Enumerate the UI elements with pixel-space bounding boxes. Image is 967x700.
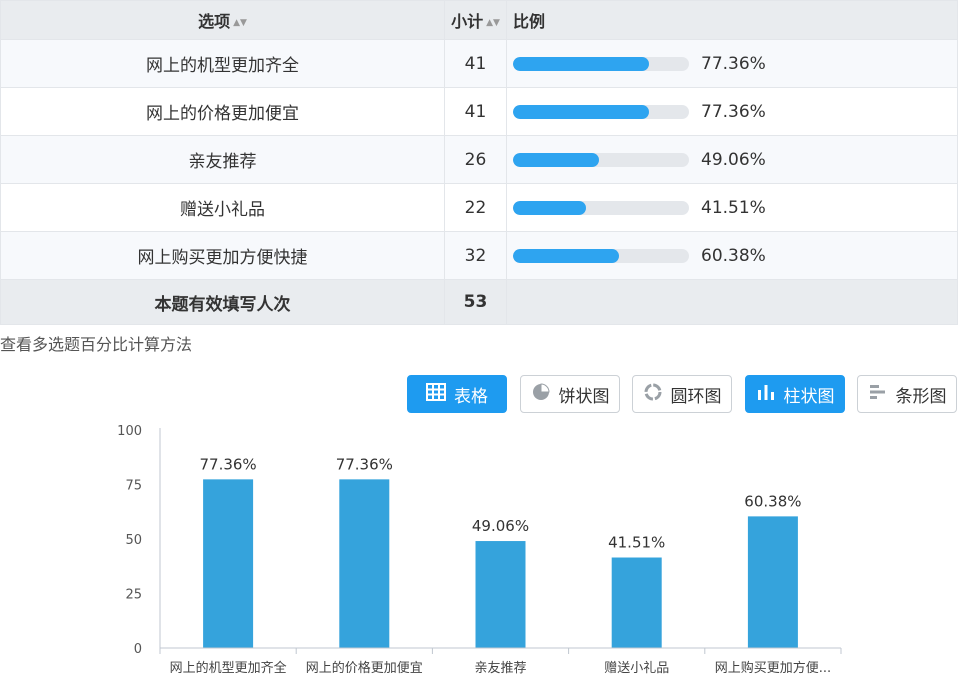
horizontal-bar-chart-button[interactable]: 条形图 <box>857 375 957 413</box>
table-row: 亲友推荐 26 49.06% <box>0 135 958 184</box>
bar-value-label: 49.06% <box>472 517 529 535</box>
horizontal-bar-chart-label: 条形图 <box>895 386 947 407</box>
percent-cell: 49.06% <box>506 135 958 184</box>
header-percent-label: 比例 <box>513 12 546 31</box>
bar-chart-icon <box>756 382 776 407</box>
bar-value-label: 41.51% <box>608 534 665 552</box>
donut-chart-icon <box>643 382 663 407</box>
count-cell: 26 <box>444 135 507 184</box>
progress-fill <box>513 248 620 263</box>
percent-cell: 60.38% <box>506 231 958 280</box>
table-icon <box>426 382 446 406</box>
percent-cell: 41.51% <box>506 183 958 232</box>
header-percent: 比例 <box>506 0 958 40</box>
total-row: 本题有效填写人次 53 <box>0 279 958 325</box>
bar[interactable] <box>339 479 390 648</box>
percent-text: 49.06% <box>701 149 766 170</box>
bars-group: 77.36% 77.36% 49.06% 41.51% 60.38% <box>199 455 802 648</box>
bar-chart-button[interactable]: 柱状图 <box>745 375 845 413</box>
x-tick-label: 赠送小礼品 <box>604 660 669 676</box>
x-tick-label: 网上的机型更加齐全 <box>170 660 287 676</box>
x-tick-label: 亲友推荐 <box>474 660 526 676</box>
header-option-label: 选项 <box>198 12 231 31</box>
horizontal-bar-chart-icon <box>868 382 888 407</box>
donut-chart-label: 圆环图 <box>670 386 722 407</box>
pie-chart-icon <box>531 382 551 407</box>
table-row: 网上的价格更加便宜 41 77.36% <box>0 87 958 136</box>
option-cell: 亲友推荐 <box>0 135 445 184</box>
x-axis: 网上的机型更加齐全 网上的价格更加便宜 亲友推荐 赠送小礼品 网上购买更加方便... <box>159 647 842 676</box>
table-view-button[interactable]: 表格 <box>407 375 507 413</box>
y-tick-label: 50 <box>125 533 142 548</box>
count-cell: 32 <box>444 231 507 280</box>
option-cell: 网上的机型更加齐全 <box>0 39 445 88</box>
percent-cell: 77.36% <box>506 39 958 88</box>
percent-cell: 77.36% <box>506 87 958 136</box>
total-empty-cell <box>506 279 958 325</box>
y-tick-label: 75 <box>125 479 142 494</box>
results-table-container: 选项 ▲▼ 小计 ▲▼ 比例 网上的机型更加齐全 41 77.36% 网上的价格更加… <box>0 0 958 325</box>
option-cell: 网上的价格更加便宜 <box>0 87 445 136</box>
header-option[interactable]: 选项 ▲▼ <box>0 0 445 40</box>
calc-method-link[interactable]: 查看多选题百分比计算方法 <box>0 335 193 354</box>
count-cell: 41 <box>444 87 507 136</box>
y-tick-label: 25 <box>125 588 142 603</box>
percent-text: 60.38% <box>701 245 766 266</box>
results-table: 选项 ▲▼ 小计 ▲▼ 比例 网上的机型更加齐全 41 77.36% 网上的价格更加… <box>0 0 958 325</box>
pie-chart-button[interactable]: 饼状图 <box>520 375 620 413</box>
bar-value-label: 77.36% <box>336 455 393 473</box>
percent-text: 77.36% <box>701 101 766 122</box>
bar[interactable] <box>475 541 526 648</box>
header-count[interactable]: 小计 ▲▼ <box>444 0 507 40</box>
table-row: 赠送小礼品 22 41.51% <box>0 183 958 232</box>
progress-fill <box>513 152 600 167</box>
bar-chart-label: 柱状图 <box>783 386 835 407</box>
bar[interactable] <box>611 557 662 648</box>
total-count: 53 <box>444 279 507 325</box>
progress-fill <box>513 104 650 119</box>
total-label: 本题有效填写人次 <box>0 279 445 325</box>
bar[interactable] <box>203 479 254 648</box>
y-tick-label: 0 <box>134 642 142 657</box>
percent-text: 77.36% <box>701 53 766 74</box>
bar-value-label: 77.36% <box>199 455 256 473</box>
y-axis: 0 25 50 75 100 <box>117 424 161 657</box>
bar-chart: 0 25 50 75 100 77.36% 77.36% 49.06% 41.51% 60.38… <box>117 424 842 676</box>
x-tick-label: 网上的价格更加便宜 <box>306 660 423 676</box>
option-cell: 赠送小礼品 <box>0 183 445 232</box>
progress-fill <box>513 200 587 215</box>
table-row: 网上的机型更加齐全 41 77.36% <box>0 39 958 88</box>
progress-track <box>513 56 689 71</box>
progress-track <box>513 200 689 215</box>
y-tick-label: 100 <box>117 424 142 439</box>
x-tick-label: 网上购买更加方便... <box>715 660 831 676</box>
progress-track <box>513 104 689 119</box>
table-view-label: 表格 <box>454 386 488 407</box>
progress-fill <box>513 56 650 71</box>
sort-icon[interactable]: ▲▼ <box>486 17 500 28</box>
percent-text: 41.51% <box>701 197 766 218</box>
donut-chart-button[interactable]: 圆环图 <box>632 375 732 413</box>
chart-type-toolbar: 表格 饼状图 圆环图 柱状图 条形图 <box>0 375 967 415</box>
table-header-row: 选项 ▲▼ 小计 ▲▼ 比例 <box>0 0 958 40</box>
option-cell: 网上购买更加方便快捷 <box>0 231 445 280</box>
table-row: 网上购买更加方便快捷 32 60.38% <box>0 231 958 280</box>
count-cell: 22 <box>444 183 507 232</box>
bar-value-label: 60.38% <box>744 492 801 510</box>
count-cell: 41 <box>444 39 507 88</box>
pie-chart-label: 饼状图 <box>558 386 610 407</box>
header-count-label: 小计 <box>451 12 484 31</box>
progress-track <box>513 152 689 167</box>
bar[interactable] <box>747 516 798 648</box>
sort-icon[interactable]: ▲▼ <box>233 17 247 28</box>
progress-track <box>513 248 689 263</box>
